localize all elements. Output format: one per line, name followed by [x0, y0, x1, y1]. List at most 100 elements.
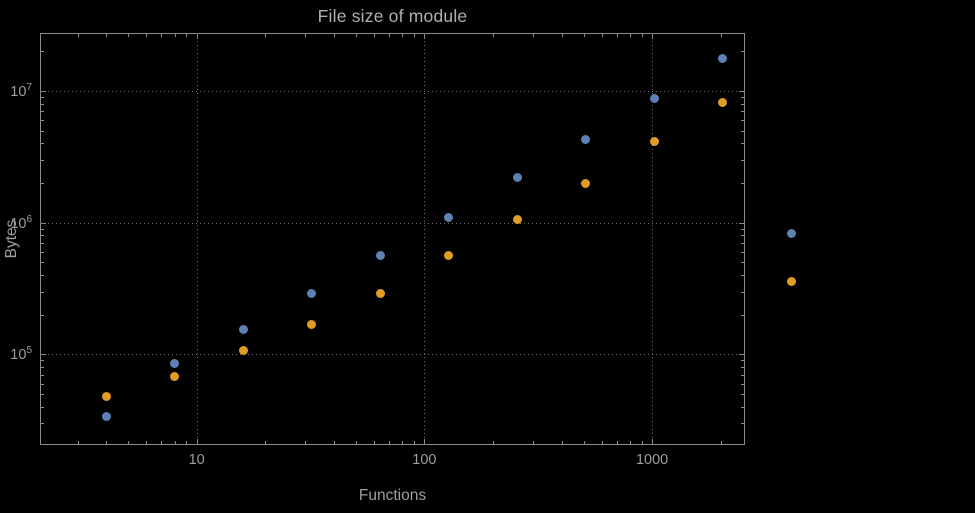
y-minor-tick: [41, 183, 44, 184]
gridline-vertical: [424, 33, 426, 445]
y-minor-tick: [741, 275, 744, 276]
x-minor-tick: [305, 34, 307, 37]
data-point-orange: [512, 215, 522, 225]
x-minor-tick: [583, 441, 585, 444]
x-minor-tick: [630, 34, 631, 37]
y-minor-tick: [41, 120, 44, 122]
y-minor-tick: [741, 314, 744, 316]
x-minor-tick: [355, 34, 357, 37]
y-minor-tick: [741, 130, 744, 132]
x-minor-tick: [389, 34, 391, 37]
x-minor-tick: [720, 34, 722, 37]
x-minor-tick: [533, 34, 534, 37]
x-minor-tick: [373, 34, 375, 37]
y-minor-tick: [41, 159, 44, 161]
data-point-blue: [649, 93, 659, 103]
y-major-tick: [41, 90, 46, 92]
data-point-blue: [787, 228, 796, 238]
x-minor-tick: [77, 34, 79, 37]
y-minor-tick: [41, 262, 44, 264]
plot-frame: [40, 33, 745, 445]
x-minor-tick: [355, 441, 357, 444]
x-minor-tick: [265, 34, 267, 37]
data-point-orange: [444, 251, 454, 261]
y-major-tick: [739, 90, 744, 92]
x-minor-tick: [146, 34, 148, 37]
y-minor-tick: [41, 103, 44, 105]
y-major-tick: [41, 222, 46, 224]
x-minor-tick: [414, 34, 415, 37]
x-minor-tick: [77, 441, 79, 444]
x-minor-tick: [174, 34, 176, 37]
data-point-orange: [238, 346, 248, 355]
y-minor-tick: [741, 228, 744, 230]
x-minor-tick: [106, 441, 108, 444]
data-point-orange: [307, 319, 317, 329]
x-minor-tick: [186, 441, 188, 444]
x-minor-tick: [389, 441, 391, 444]
y-tick-label: 106: [10, 213, 32, 232]
y-minor-tick: [741, 235, 744, 237]
data-point-orange: [101, 391, 111, 401]
data-point-orange: [649, 137, 659, 147]
y-minor-tick: [741, 159, 744, 161]
y-minor-tick: [741, 360, 744, 362]
y-minor-tick: [741, 103, 744, 105]
y-minor-tick: [41, 383, 44, 385]
y-minor-tick: [741, 383, 744, 385]
data-point-blue: [238, 324, 248, 334]
y-minor-tick: [41, 96, 44, 98]
y-minor-tick: [41, 406, 44, 408]
x-major-tick: [424, 439, 426, 444]
gridline-horizontal: [40, 222, 745, 224]
data-point-blue: [101, 411, 111, 421]
y-tick-label: 105: [10, 345, 32, 364]
x-tick-label: 10: [188, 452, 205, 468]
x-minor-tick: [333, 34, 335, 37]
x-minor-tick: [630, 441, 631, 444]
x-minor-tick: [174, 441, 176, 444]
x-minor-tick: [561, 34, 563, 37]
x-minor-tick: [601, 441, 603, 444]
data-point-blue: [718, 54, 728, 64]
x-minor-tick: [601, 34, 603, 37]
x-axis-label: Functions: [358, 487, 427, 504]
y-minor-tick: [41, 360, 44, 362]
y-major-tick: [739, 354, 744, 356]
y-minor-tick: [741, 143, 744, 145]
data-point-blue: [375, 251, 385, 261]
y-minor-tick: [741, 120, 744, 122]
x-minor-tick: [616, 34, 618, 37]
x-minor-tick: [305, 441, 307, 444]
x-minor-tick: [146, 441, 148, 444]
chart-title: File size of module: [317, 6, 468, 26]
y-minor-tick: [41, 394, 44, 395]
y-major-tick: [41, 354, 46, 356]
data-point-orange: [581, 178, 591, 188]
x-minor-tick: [106, 34, 108, 37]
y-minor-tick: [41, 235, 44, 237]
x-minor-tick: [561, 441, 563, 444]
x-major-tick: [652, 34, 654, 39]
y-minor-tick: [41, 374, 44, 376]
data-point-blue: [444, 212, 454, 222]
x-tick-label: 100: [412, 452, 437, 468]
y-minor-tick: [741, 251, 744, 253]
y-minor-tick: [41, 251, 44, 253]
x-minor-tick: [720, 441, 722, 444]
y-minor-tick: [41, 367, 44, 369]
x-minor-tick: [641, 34, 643, 37]
y-minor-tick: [741, 406, 744, 408]
y-minor-tick: [41, 291, 44, 293]
x-major-tick: [424, 34, 426, 39]
y-minor-tick: [741, 394, 744, 395]
x-minor-tick: [333, 441, 335, 444]
gridline-vertical: [196, 33, 198, 445]
x-minor-tick: [128, 441, 130, 444]
x-minor-tick: [533, 441, 534, 444]
gridline-vertical: [652, 33, 654, 445]
y-minor-tick: [741, 291, 744, 293]
y-minor-tick: [741, 423, 744, 425]
y-minor-tick: [741, 374, 744, 376]
x-major-tick: [196, 439, 198, 444]
